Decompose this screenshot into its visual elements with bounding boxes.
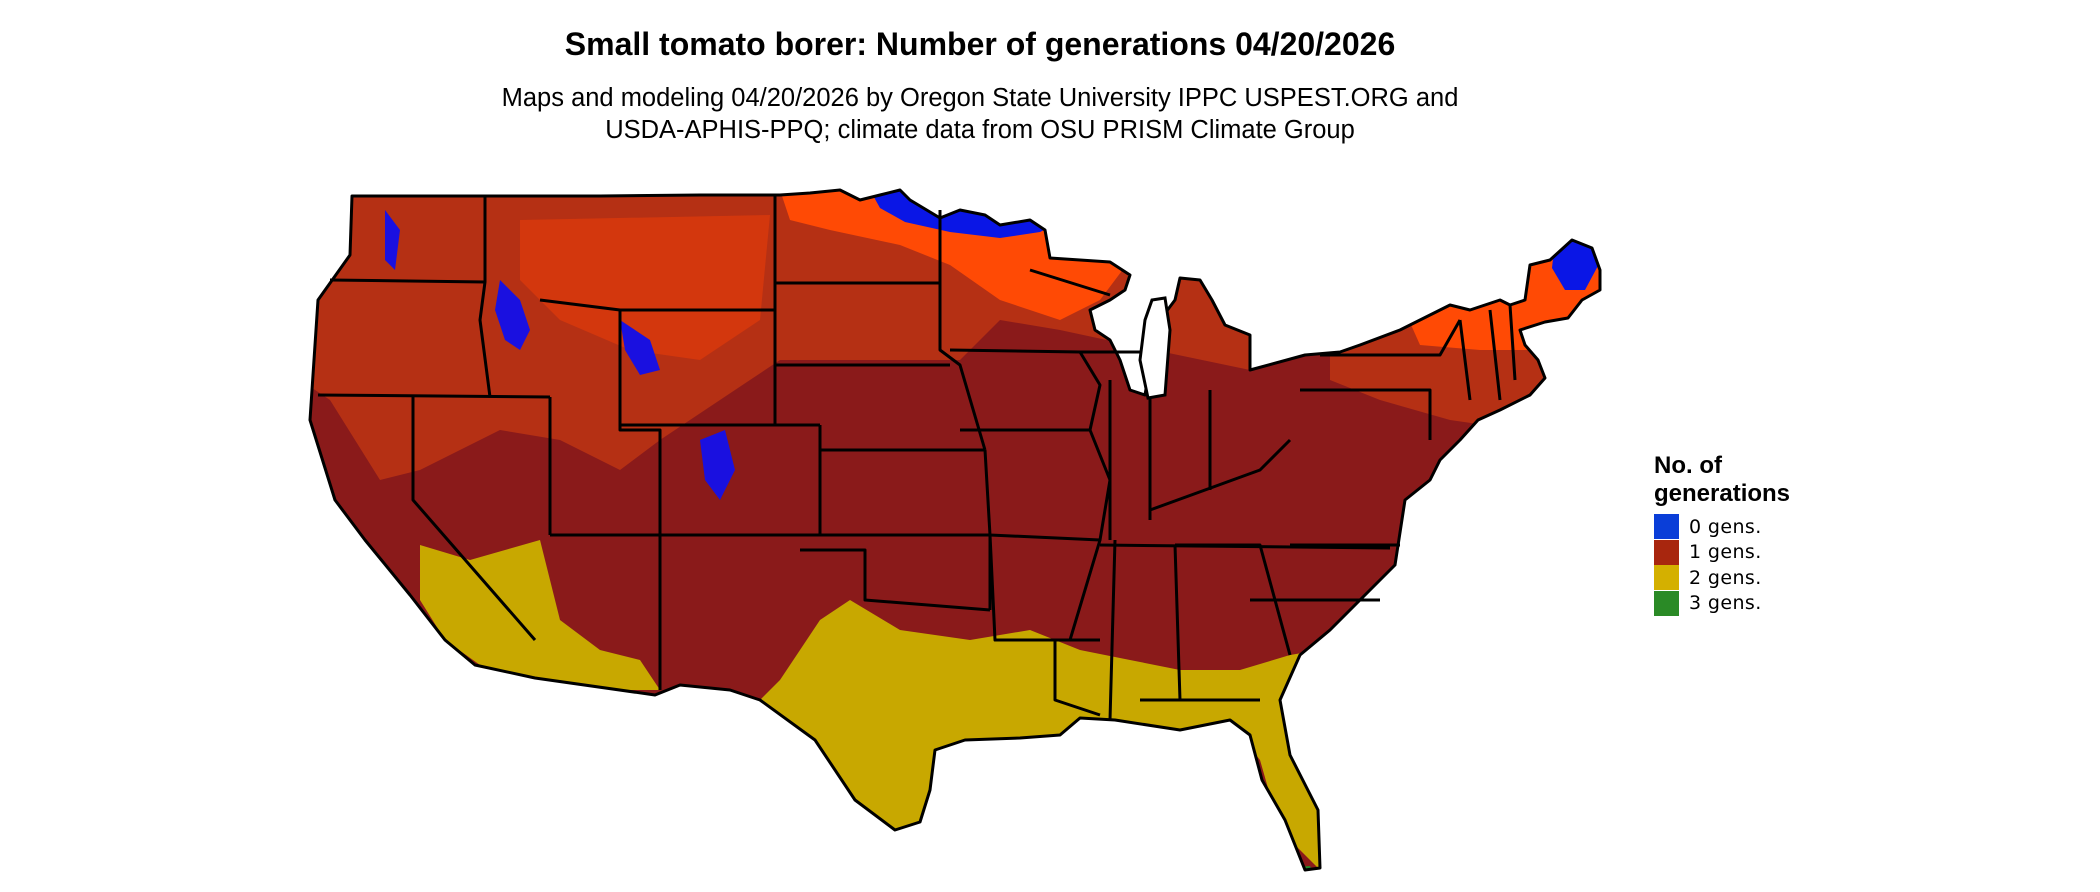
legend-item-1-gens: 1 gens. <box>1654 539 1854 566</box>
map-title: Small tomato borer: Number of generation… <box>564 26 1396 62</box>
map-subtitle: Maps and modeling 04/20/2026 by Oregon S… <box>0 82 1960 146</box>
legend-items: 0 gens. 1 gens. 2 gens. 3 gens. <box>1654 514 1854 616</box>
zone-0gen-rockies-1 <box>495 280 530 350</box>
border-id-west <box>478 196 492 398</box>
border-mn-west <box>938 210 987 451</box>
border-mt-south <box>539 298 775 312</box>
state-borders <box>308 188 1602 872</box>
legend-swatch-3-gens <box>1654 590 1679 616</box>
border-tx-ok <box>800 548 991 612</box>
zone-3gen-texas <box>898 832 912 842</box>
legend-item-2-gens: 2 gens. <box>1654 565 1854 591</box>
legend-swatch-1-gens <box>1654 539 1679 565</box>
legend-swatch-2-gens <box>1654 565 1679 591</box>
border-ar <box>988 534 1102 642</box>
legend-label-3-gens: 3 gens. <box>1689 592 1762 615</box>
zone-1gen-north-light-mt <box>520 215 770 360</box>
legend-label-2-gens: 2 gens. <box>1689 566 1762 589</box>
border-ny-pa <box>1320 319 1462 357</box>
border-mi-upper <box>1029 268 1111 297</box>
subtitle-line-1: Maps and modeling 04/20/2026 by Oregon S… <box>501 84 1459 112</box>
border-wa-or <box>329 278 486 284</box>
border-nv-ca <box>411 397 537 641</box>
border-ne-states <box>1458 304 1517 401</box>
legend-item-0-gens: 0 gens. <box>1654 514 1854 540</box>
legend-title: No. of generations <box>1654 452 1854 508</box>
border-pa <box>1300 388 1432 440</box>
border-ia <box>949 348 1102 432</box>
legend-label-1-gens: 1 gens. <box>1689 541 1762 564</box>
border-or-ca <box>317 393 551 399</box>
legend-swatch-0-gens <box>1654 514 1679 540</box>
zone-0gen-maine <box>1552 238 1600 290</box>
border-ky-tn <box>1099 543 1391 550</box>
border-oh-ky <box>1149 438 1292 512</box>
border-ms-al <box>1108 539 1182 721</box>
zone-0gen-colorado <box>700 430 735 500</box>
legend-title-line-2: generations <box>1654 480 1791 507</box>
legend: No. of generations 0 gens. 1 gens. 2 gen… <box>1654 452 1854 616</box>
border-la-ms <box>1053 640 1101 717</box>
legend-label-0-gens: 0 gens. <box>1689 515 1762 538</box>
legend-title-line-1: No. of <box>1654 452 1722 479</box>
lake-michigan <box>1138 296 1172 400</box>
us-outline <box>308 188 1602 872</box>
zone-0gen-rockies-2 <box>620 320 660 375</box>
zone-0gen-cascades <box>385 210 400 270</box>
legend-item-3-gens: 3 gens. <box>1654 590 1854 617</box>
great-lakes <box>1138 296 1172 400</box>
border-ut-east <box>618 310 662 535</box>
subtitle-line-2: USDA-APHIS-PPQ; climate data from OSU PR… <box>605 116 1355 144</box>
